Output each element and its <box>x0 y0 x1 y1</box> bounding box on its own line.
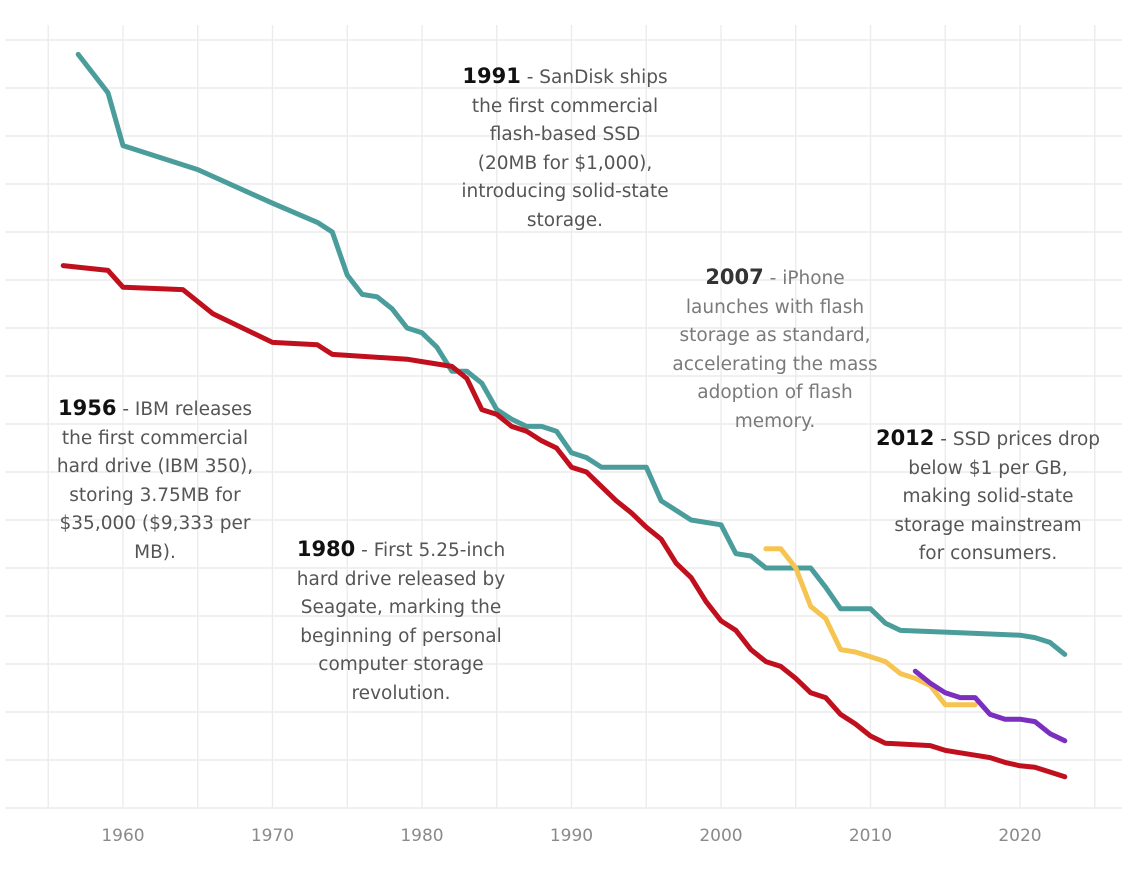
annotation-first-line: - iPhone <box>769 268 845 289</box>
annotation-year: 2012 <box>875 426 935 450</box>
annotation-line: flash-based SSD <box>489 124 641 145</box>
x-tick-label: 2010 <box>849 826 892 846</box>
annotation-line: adoption of flash <box>697 382 853 403</box>
annotation-1991: 1991 - SanDisk ships the first commercia… <box>445 62 685 235</box>
annotation-line: introducing solid-state <box>461 181 669 202</box>
annotation-year: 1980 <box>296 537 356 561</box>
annotation-line: memory. <box>734 410 816 432</box>
annotation-line: beginning of personal <box>300 625 502 647</box>
annotation-line: storage as standard, <box>679 325 871 346</box>
annotation-line: below $1 per GB, <box>908 457 1068 479</box>
annotation-line: the first commercial <box>61 427 249 449</box>
annotation-first-line: - First 5.25-inch <box>361 540 506 561</box>
grid-lines <box>5 25 1122 809</box>
annotation-line: revolution. <box>351 682 451 704</box>
annotation-2012: 2012 - SSD prices drop below $1 per GB, … <box>868 424 1108 569</box>
annotation-line: the first commercial <box>471 95 659 117</box>
x-tick-label: 2020 <box>998 826 1041 846</box>
x-tick-label: 1970 <box>251 826 294 846</box>
x-tick-label: 1960 <box>101 826 144 846</box>
annotation-line: making solid-state <box>902 486 1074 507</box>
annotation-line: storing 3.75MB for <box>69 484 241 506</box>
series-line-red <box>60 263 1068 780</box>
annotation-line: computer storage <box>318 654 484 675</box>
annotation-line: launches with flash <box>685 296 865 318</box>
annotation-2007: 2007 - iPhone launches with flash storag… <box>656 263 894 436</box>
annotation-line: accelerating the mass <box>672 353 878 375</box>
annotation-line: hard drive (IBM 350), <box>56 456 254 477</box>
annotation-line: for consumers. <box>918 543 1058 564</box>
annotation-year: 1991 <box>462 64 521 88</box>
annotation-line: MB). <box>134 541 176 563</box>
x-tick-label: 1980 <box>400 826 443 846</box>
annotation-first-line: - SSD prices drop <box>940 429 1101 450</box>
annotation-first-line: - IBM releases <box>122 399 252 420</box>
annotation-1980: 1980 - First 5.25-inch hard drive releas… <box>280 535 522 708</box>
annotation-year: 1956 <box>58 396 117 420</box>
x-tick-label: 2000 <box>699 826 742 846</box>
annotation-year: 2007 <box>705 265 764 289</box>
annotation-line: storage mainstream <box>894 514 1082 536</box>
series-lines <box>60 51 1068 780</box>
annotation-line: storage. <box>526 209 604 231</box>
x-tick-label: 1990 <box>550 826 593 846</box>
annotation-1956: 1956 - IBM releases the first commercial… <box>40 394 270 567</box>
annotation-line: hard drive released by <box>296 568 506 590</box>
series-line-yellow <box>763 546 978 708</box>
annotation-line: Seagate, marking the <box>300 597 502 618</box>
annotation-line: $35,000 ($9,333 per <box>59 513 251 534</box>
series-line-purple <box>912 668 1068 744</box>
series-line-teal <box>75 51 1068 657</box>
annotation-first-line: - SanDisk ships <box>526 67 668 88</box>
annotation-line: (20MB for $1,000), <box>477 152 653 174</box>
x-axis-tick-labels: 1960 1970 1980 1990 2000 2010 2020 <box>101 826 1041 846</box>
